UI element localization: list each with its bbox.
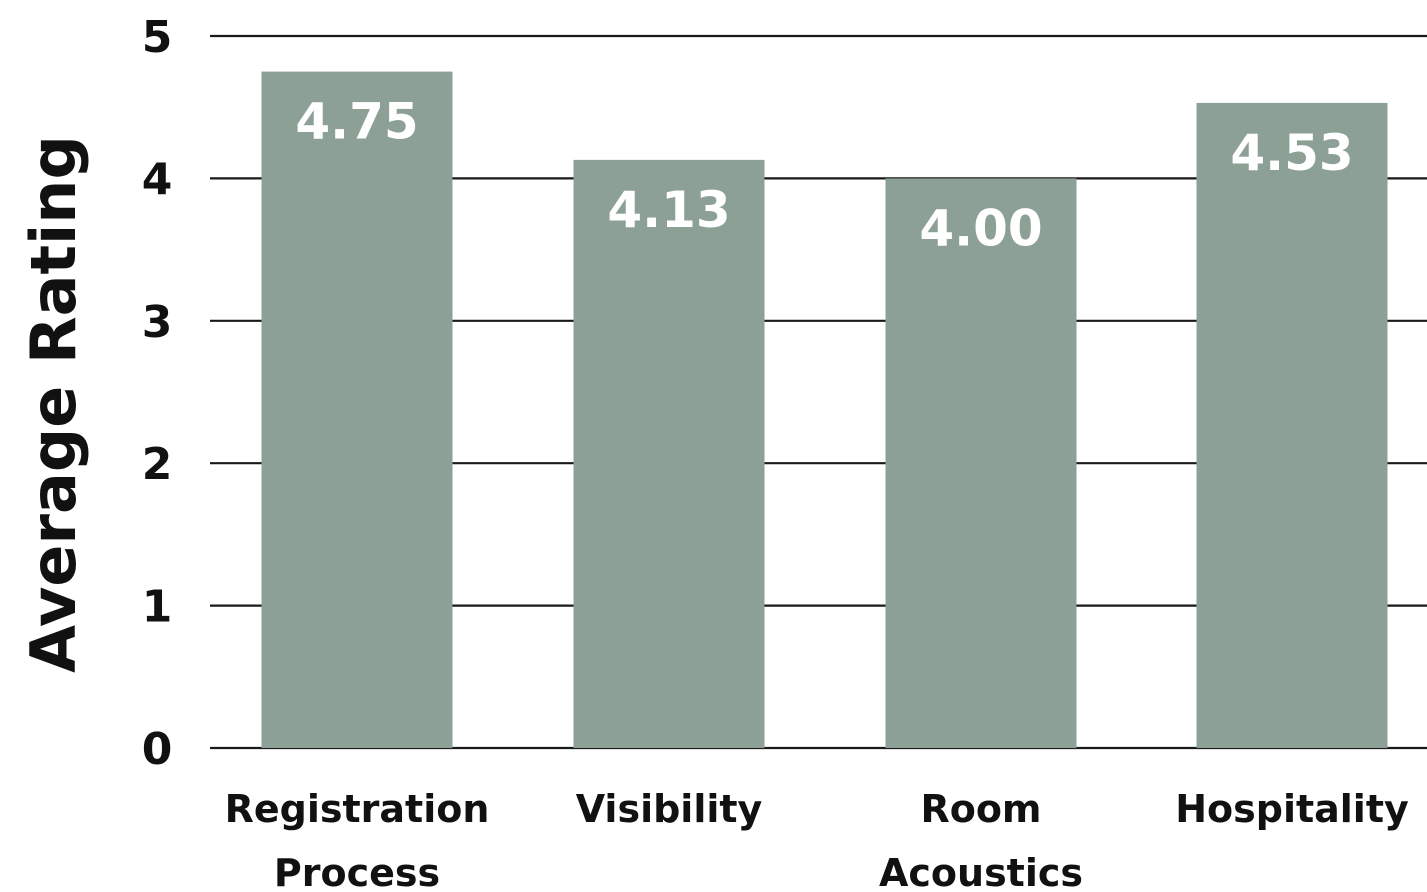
bar xyxy=(885,178,1077,748)
bar xyxy=(261,71,453,749)
y-tick-label: 4 xyxy=(142,154,173,205)
data-label: 4.75 xyxy=(295,93,418,151)
data-label: 4.13 xyxy=(607,181,730,239)
x-axis-ticks: Registration Process Visibility Room Acousti… xyxy=(225,787,1409,892)
y-tick-label: 1 xyxy=(142,582,173,633)
y-tick-label: 0 xyxy=(142,724,173,775)
y-tick-label: 2 xyxy=(142,439,173,490)
data-label: 4.00 xyxy=(919,199,1042,257)
data-label: 4.53 xyxy=(1230,124,1353,182)
bar xyxy=(573,159,765,748)
y-tick-label: 5 xyxy=(142,12,173,63)
y-axis-label: Average Rating xyxy=(17,135,90,673)
y-tick-label: 3 xyxy=(142,297,173,348)
x-tick-label: Visibility xyxy=(576,787,763,831)
x-tick-label: Hospitality xyxy=(1175,787,1409,831)
x-tick-label: Room Acoustics xyxy=(879,787,1083,892)
bar xyxy=(1196,102,1388,749)
x-tick-label: Registration Process xyxy=(225,787,490,892)
y-axis-ticks: 0 1 2 3 4 5 xyxy=(142,12,173,775)
bars: 4.75 4.13 4.00 4.53 xyxy=(261,71,1388,749)
